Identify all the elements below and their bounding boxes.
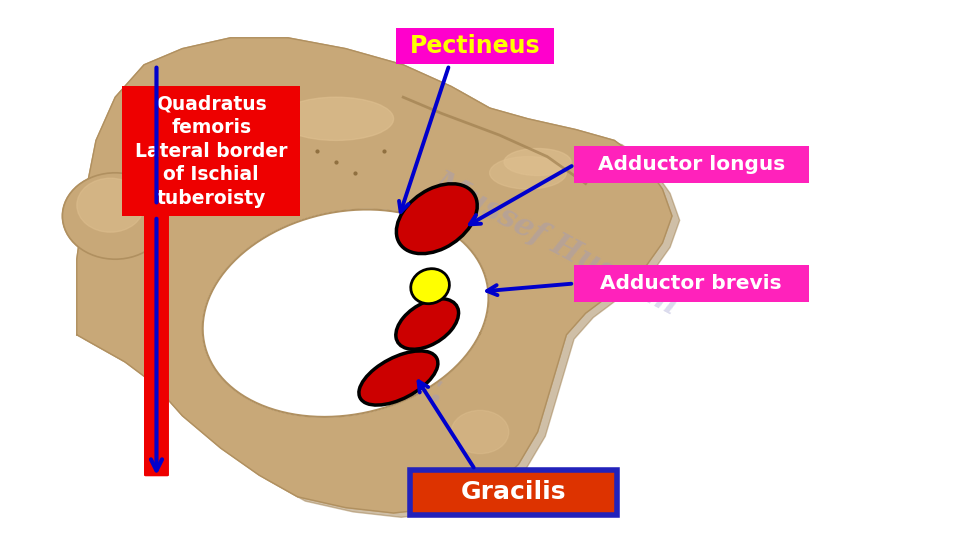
Text: Quadratus
femoris
Lateral border
of Ischial
tuberoisty: Quadratus femoris Lateral border of Isch… (135, 94, 287, 208)
Ellipse shape (411, 269, 449, 303)
Ellipse shape (396, 299, 459, 349)
FancyBboxPatch shape (573, 146, 808, 183)
Ellipse shape (278, 97, 394, 140)
FancyBboxPatch shape (123, 86, 300, 216)
Polygon shape (203, 210, 489, 417)
FancyBboxPatch shape (573, 265, 808, 302)
Text: Adductor brevis: Adductor brevis (600, 274, 782, 293)
Text: Adductor longus: Adductor longus (597, 155, 785, 174)
Ellipse shape (396, 184, 477, 254)
Ellipse shape (62, 173, 168, 259)
Ellipse shape (77, 178, 144, 232)
Polygon shape (84, 42, 680, 517)
Ellipse shape (490, 157, 566, 189)
Ellipse shape (504, 148, 571, 176)
Ellipse shape (451, 410, 509, 454)
Text: Gracilis: Gracilis (461, 481, 566, 504)
Polygon shape (77, 38, 672, 513)
FancyBboxPatch shape (144, 107, 169, 476)
Text: Mussef Hussain: Mussef Hussain (429, 165, 684, 321)
Ellipse shape (359, 351, 438, 405)
Text: Prof. Dr.: Prof. Dr. (276, 292, 454, 410)
Text: Pectineus: Pectineus (410, 34, 540, 58)
FancyBboxPatch shape (411, 469, 617, 515)
FancyBboxPatch shape (396, 28, 555, 64)
